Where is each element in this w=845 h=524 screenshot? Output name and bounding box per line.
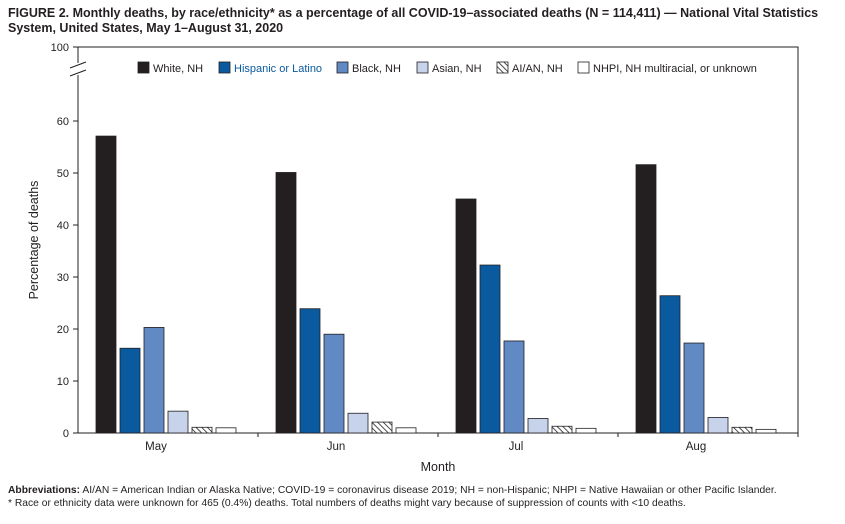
- y-tick-label: 30: [57, 272, 69, 284]
- x-axis-label: Month: [421, 460, 456, 474]
- figure-title: FIGURE 2. Monthly deaths, by race/ethnic…: [8, 6, 819, 35]
- bar-may-3: [167, 410, 189, 434]
- legend-label: AI/AN, NH: [512, 63, 563, 75]
- y-tick-label: 100: [51, 42, 69, 54]
- y-tick-label: 20: [57, 324, 69, 336]
- footnotes: Abbreviations: AI/AN = American Indian o…: [8, 484, 840, 510]
- y-axis-label: Percentage of deaths: [27, 181, 41, 300]
- bar-jul-4: [551, 425, 573, 434]
- bar-may-4: [191, 426, 213, 434]
- bar-aug-0: [635, 164, 657, 434]
- bar-jul-2: [503, 340, 525, 434]
- bar-may-1: [119, 347, 141, 434]
- bars-group: [95, 135, 777, 434]
- bar-jun-2: [323, 333, 345, 434]
- x-tick-label: May: [145, 441, 167, 453]
- x-tick-label: Aug: [686, 441, 706, 453]
- bar-jun-5: [395, 427, 417, 434]
- legend-label: Hispanic or Latino: [234, 63, 322, 75]
- bar-jul-0: [455, 198, 477, 434]
- x-tick-label: Jun: [327, 441, 346, 453]
- bar-chart: 0 10 20 30 40 50 60 100 May Jun Jul Aug White, NH H…: [27, 42, 799, 474]
- bar-aug-4: [731, 426, 753, 434]
- y-tick-label: 40: [57, 220, 69, 232]
- abbreviations-text: AI/AN = American Indian or Alaska Native…: [82, 485, 777, 496]
- x-axis-ticks: May Jun Jul Aug: [145, 433, 799, 453]
- bar-may-2: [143, 327, 165, 434]
- bar-aug-2: [683, 342, 705, 434]
- y-axis-ticks: 0 10 20 30 40 50 60 100: [51, 42, 78, 440]
- y-tick-label: 0: [63, 428, 69, 440]
- legend-swatch: [577, 61, 590, 74]
- bar-aug-5: [755, 428, 777, 434]
- bar-jul-5: [575, 427, 597, 434]
- y-tick-label: 10: [57, 376, 69, 388]
- y-tick-label: 60: [57, 116, 69, 128]
- bar-jun-4: [371, 421, 393, 434]
- bar-jul-1: [479, 264, 501, 434]
- x-tick-label: Jul: [509, 441, 524, 453]
- bar-may-5: [215, 427, 237, 434]
- abbreviations-label: Abbreviations:: [8, 485, 81, 496]
- bar-jun-1: [299, 308, 321, 434]
- legend-swatch: [336, 61, 349, 74]
- abbreviations-note: Abbreviations: AI/AN = American Indian o…: [8, 484, 840, 497]
- asterisk-note: * Race or ethnicity data were unknown fo…: [8, 498, 686, 509]
- legend-swatch: [416, 61, 429, 74]
- bar-may-0: [95, 135, 117, 434]
- legend-swatch: [218, 61, 231, 74]
- bar-jun-0: [275, 172, 297, 434]
- legend-label: Black, NH: [352, 63, 401, 75]
- bar-aug-1: [659, 295, 681, 434]
- legend-swatch: [496, 61, 509, 74]
- legend: White, NH Hispanic or Latino Black, NH Asia…: [137, 61, 757, 75]
- bar-jun-3: [347, 412, 369, 434]
- axis-break-mark: [69, 61, 87, 77]
- legend-label: White, NH: [153, 63, 203, 75]
- legend-label: NHPI, NH multiracial, or unknown: [593, 63, 757, 75]
- bar-aug-3: [707, 416, 729, 434]
- bar-jul-3: [527, 418, 549, 434]
- legend-label: Asian, NH: [432, 63, 482, 75]
- y-tick-label: 50: [57, 168, 69, 180]
- legend-swatch: [137, 61, 150, 74]
